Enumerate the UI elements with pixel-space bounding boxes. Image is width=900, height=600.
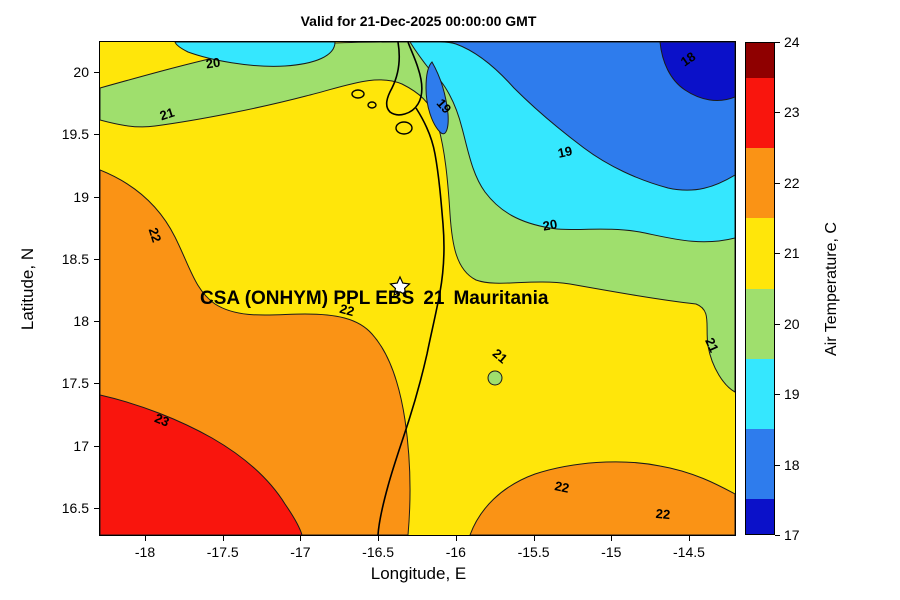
x-tick-label: -17 — [290, 544, 311, 560]
colorbar-tick-label: 17 — [784, 527, 800, 543]
colorbar-segment — [746, 78, 774, 149]
colorbar-tick-mark — [775, 535, 780, 536]
y-tick-mark — [94, 508, 99, 509]
colorbar-tick-label: 21 — [784, 245, 800, 262]
y-tick-label: 18 — [73, 313, 89, 330]
x-tick-mark — [222, 536, 224, 541]
y-tick-mark — [94, 134, 99, 136]
x-tick-label: -14.5 — [673, 544, 705, 560]
y-tick-mark — [94, 72, 99, 73]
colorbar-tick-mark — [775, 253, 780, 255]
x-tick-mark — [688, 536, 690, 541]
colorbar-segment — [746, 498, 774, 534]
x-tick-label: -15 — [601, 544, 622, 560]
x-tick-mark — [611, 536, 613, 541]
colorbar-tick-mark — [775, 112, 780, 114]
y-tick-mark — [94, 258, 99, 260]
colorbar-tick-label: 23 — [784, 104, 800, 121]
colorbar-tick-layer: 24 23 22 21 20 19 18 17 — [775, 34, 823, 543]
contour-band-18-19-main — [439, 42, 735, 191]
colorbar-tick-mark — [775, 182, 780, 184]
x-tick-label: -16.5 — [362, 544, 395, 560]
temperature-contour-svg — [100, 42, 735, 535]
y-tick-label: 19.5 — [61, 126, 89, 143]
colorbar-tick-mark — [775, 42, 780, 43]
colorbar-tick-mark — [775, 464, 780, 466]
colorbar-segment — [746, 148, 774, 219]
x-axis-tick-layer: -18 -17.5 -17 -16.5 -16 -15.5 -15 -14.5 — [100, 536, 735, 564]
coastline-island-3 — [395, 121, 413, 135]
colorbar-label: Air Temperature, C — [823, 222, 840, 356]
y-tick-mark — [94, 321, 99, 323]
plot-area: 20 21 19 19 18 20 21 21 22 22 23 22 22 CSA (ONHYM) P… — [99, 41, 736, 536]
x-tick-mark — [455, 536, 457, 541]
coastline-path — [377, 107, 445, 535]
colorbar-segment — [746, 288, 774, 359]
contour-band-20-21-spot — [487, 370, 503, 386]
contour-band-17-18-corner — [659, 42, 735, 101]
colorbar-tick-label: 20 — [784, 315, 800, 332]
x-tick-mark — [378, 536, 380, 541]
x-tick-label: -17.5 — [206, 544, 239, 560]
colorbar-tick-label: 19 — [784, 386, 800, 403]
colorbar-tick-label: 22 — [784, 174, 800, 191]
colorbar — [745, 42, 775, 535]
coastline-island-2 — [367, 101, 377, 109]
y-tick-label: 17 — [73, 437, 89, 454]
contour-band-23-24-southwest — [100, 394, 303, 535]
station-star-marker — [389, 275, 411, 297]
x-tick-mark — [533, 536, 535, 541]
station-annotation-right: Mauritania — [453, 288, 549, 309]
colorbar-tick-label: 24 — [784, 34, 800, 50]
x-tick-mark — [300, 536, 302, 541]
x-tick-mark — [145, 536, 146, 541]
y-axis-tick-layer: 20 19.5 19 18.5 18 17.5 17 16.5 — [40, 42, 99, 535]
colorbar-tick-mark — [775, 323, 780, 325]
colorbar-segment — [746, 358, 774, 429]
coastline-peninsula — [385, 42, 423, 116]
colorbar-segment — [746, 428, 774, 499]
contour-band-18-19-coastal-patch — [425, 61, 449, 135]
y-tick-mark — [94, 196, 99, 198]
coastline-island-1 — [351, 89, 365, 99]
y-tick-label: 18.5 — [61, 250, 89, 267]
x-tick-label: -16 — [445, 544, 466, 560]
x-tick-label: -15.5 — [517, 544, 550, 560]
y-tick-label: 20 — [73, 64, 89, 80]
x-axis-label: Longitude, E — [370, 564, 467, 583]
station-annotation-left: CSA (ONHYM) PPL EBS — [200, 288, 415, 309]
x-tick-label: -18 — [134, 544, 156, 560]
y-tick-mark — [94, 445, 99, 447]
colorbar-tick-mark — [775, 394, 780, 396]
colorbar-segment — [746, 43, 774, 79]
station-annotation-contour-21: 21 — [423, 288, 445, 309]
y-tick-label: 17.5 — [61, 375, 89, 392]
colorbar-segment — [746, 218, 774, 289]
y-tick-label: 16.5 — [61, 500, 89, 516]
station-annotation: CSA (ONHYM) PPL EBS 21 Mauritania — [200, 288, 548, 310]
y-tick-label: 19 — [73, 188, 89, 205]
colorbar-tick-label: 18 — [784, 456, 800, 473]
y-tick-mark — [94, 383, 99, 385]
contour-band-19-20-top-strip — [174, 42, 336, 67]
y-axis-label: Latitude, N — [18, 247, 37, 331]
plot-title: Valid for 21-Dec-2025 00:00:00 GMT — [300, 13, 537, 29]
contour-band-22-23-southeast — [469, 461, 735, 535]
